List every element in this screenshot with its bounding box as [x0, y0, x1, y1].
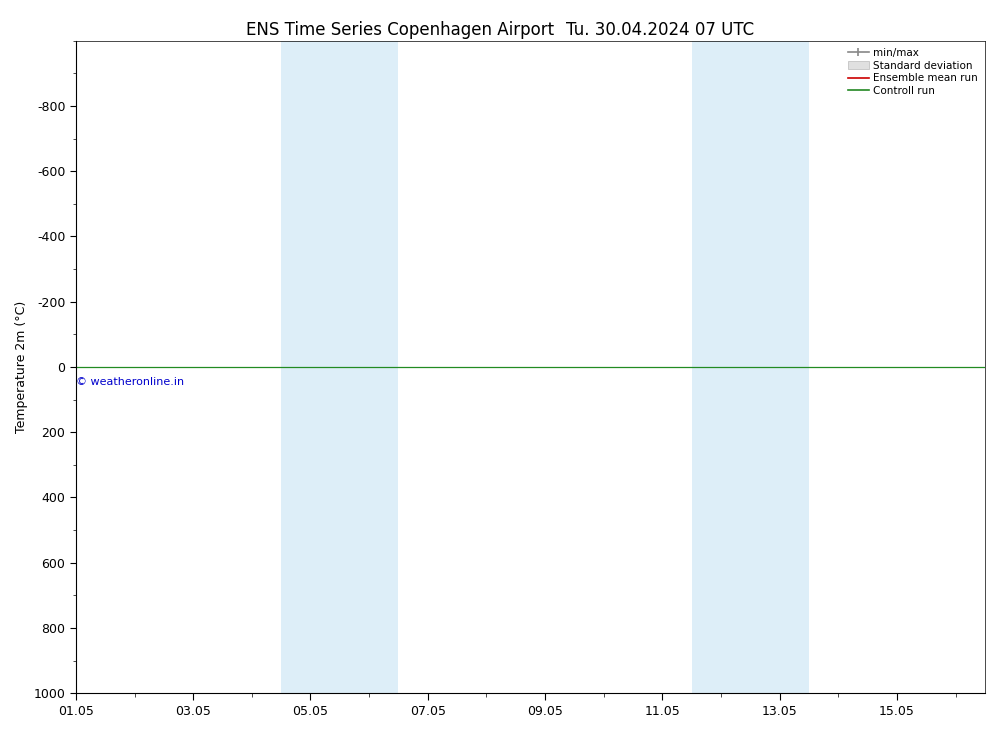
Bar	[340, 40, 398, 693]
Bar	[750, 40, 809, 693]
Legend: min/max, Standard deviation, Ensemble mean run, Controll run: min/max, Standard deviation, Ensemble me…	[846, 46, 980, 97]
Text: © weatheronline.in: © weatheronline.in	[76, 377, 185, 387]
Y-axis label: Temperature 2m (°C): Temperature 2m (°C)	[15, 301, 28, 433]
Bar	[692, 40, 750, 693]
Bar	[281, 40, 340, 693]
Text: ENS Time Series Copenhagen Airport: ENS Time Series Copenhagen Airport	[246, 21, 554, 39]
Text: Tu. 30.04.2024 07 UTC: Tu. 30.04.2024 07 UTC	[566, 21, 754, 39]
